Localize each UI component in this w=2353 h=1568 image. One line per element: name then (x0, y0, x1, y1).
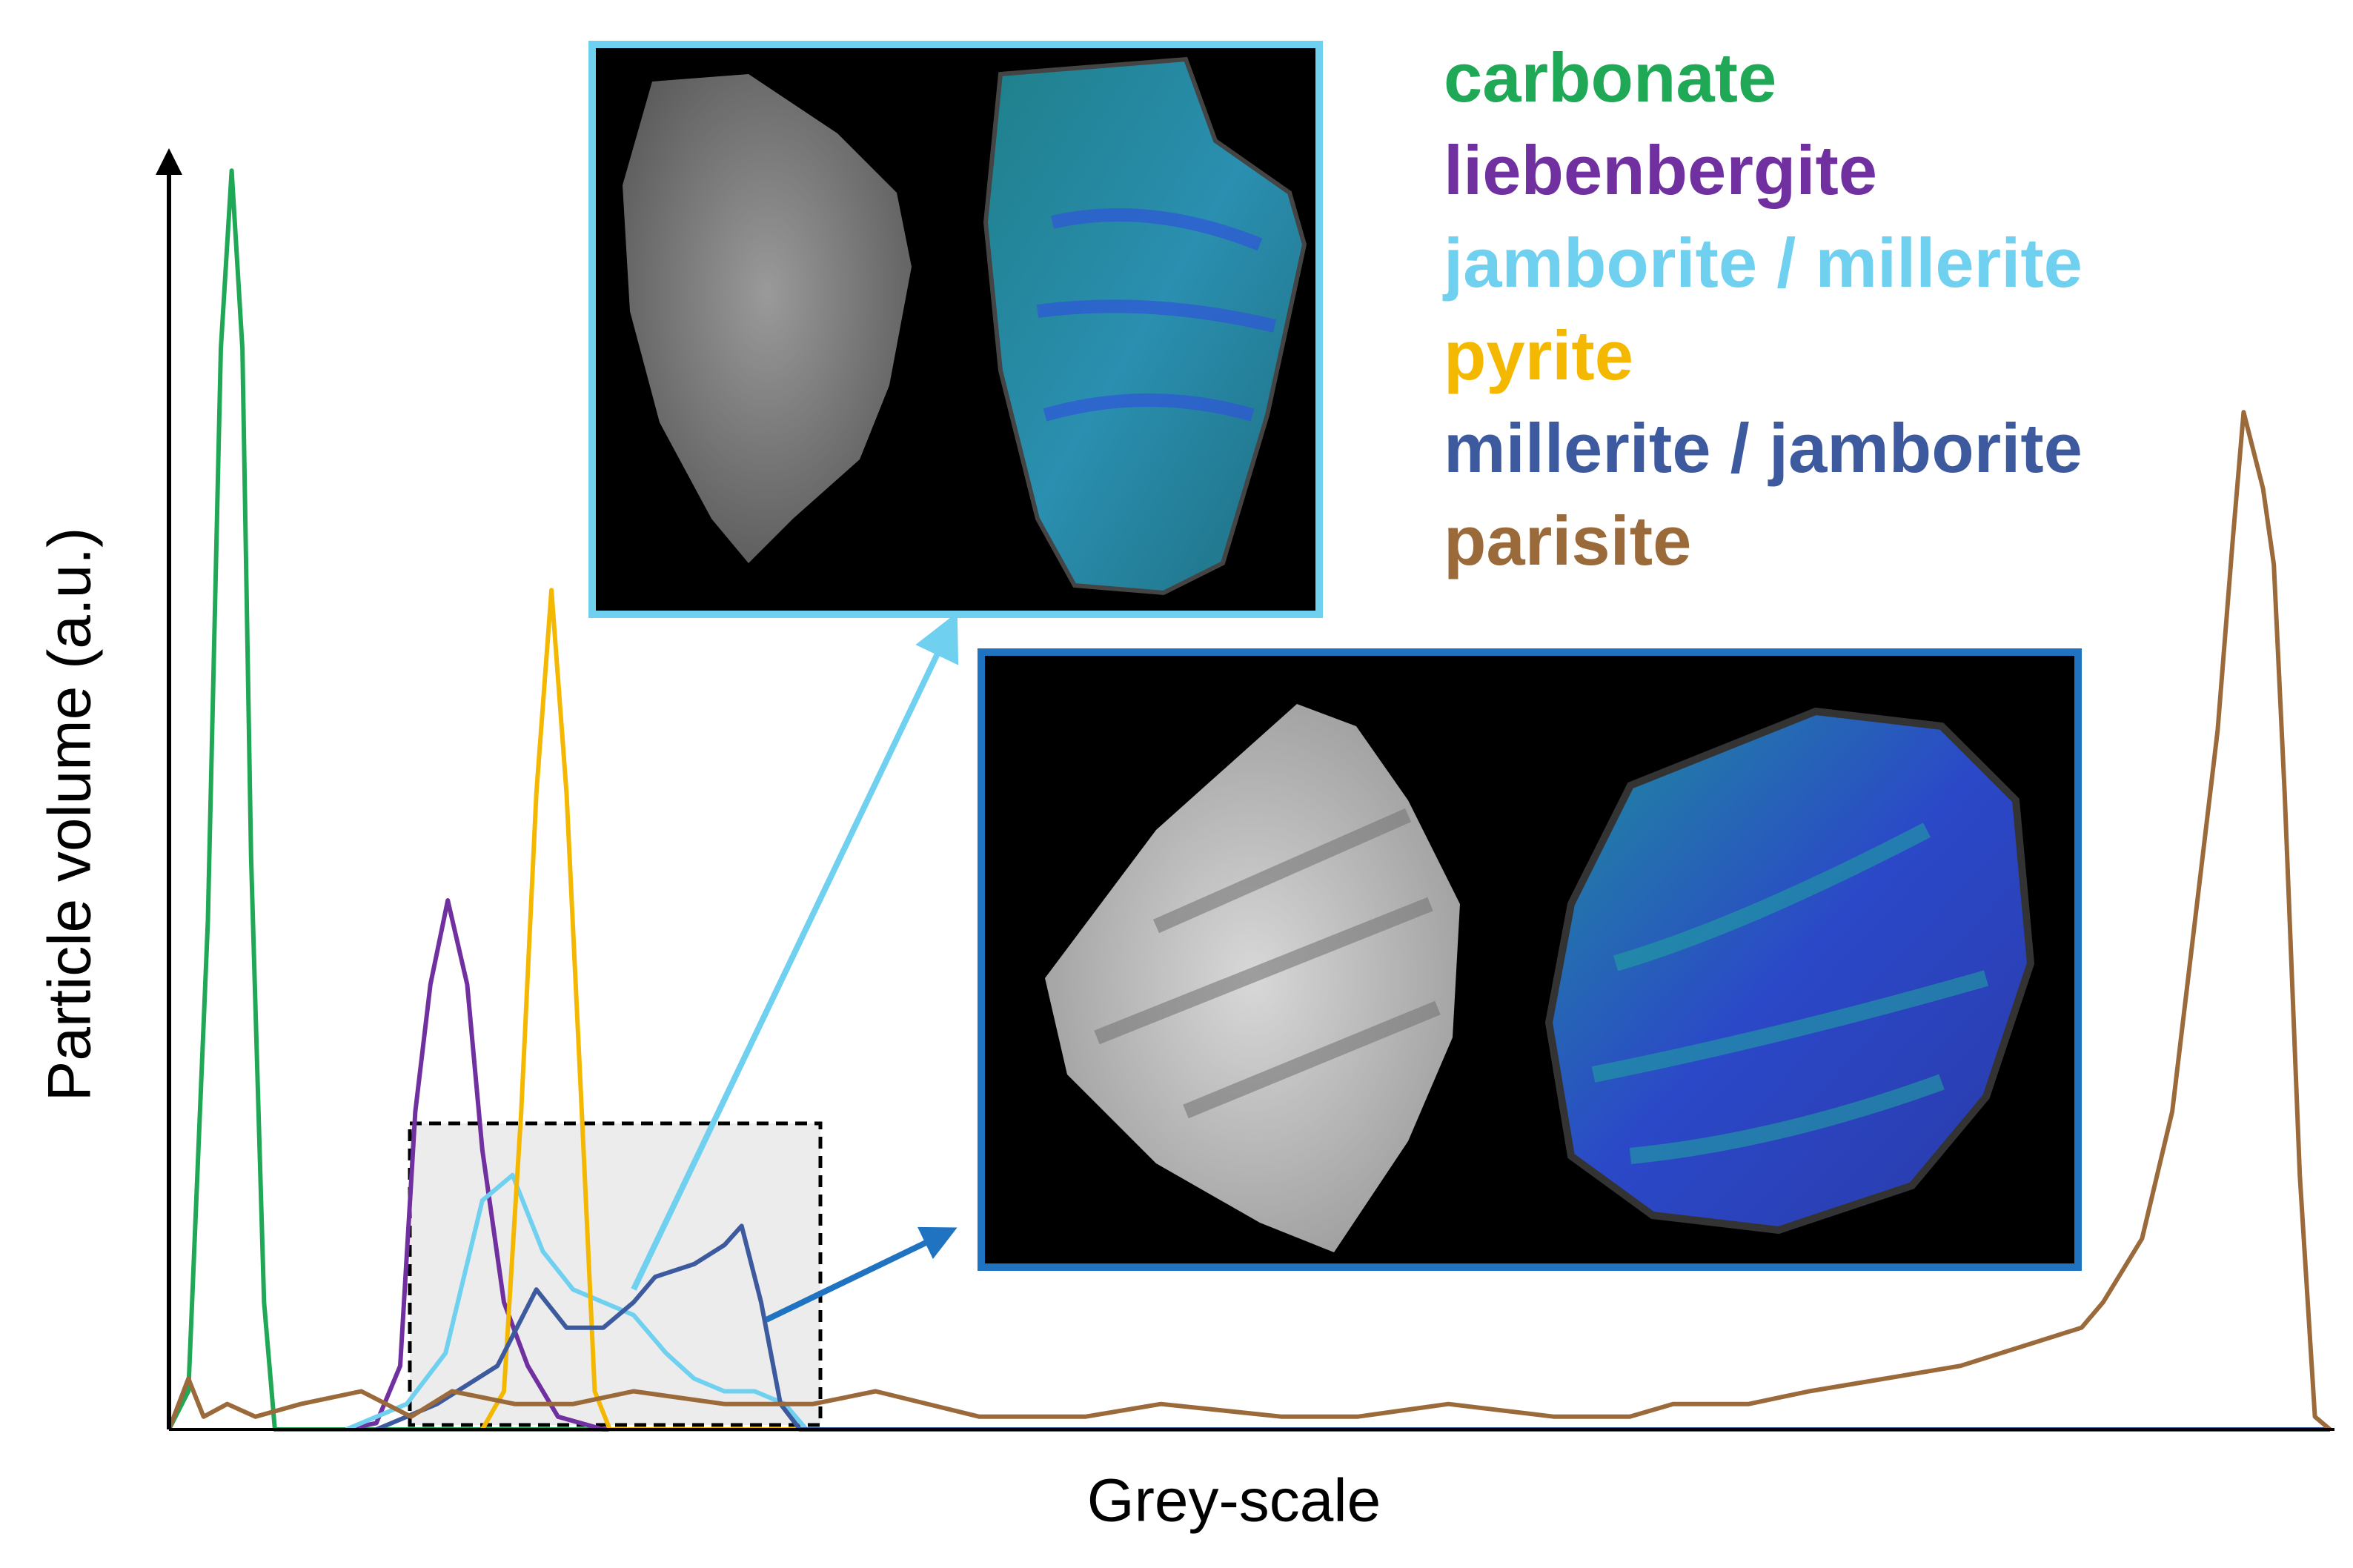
legend-entry: jamborite / millerite (1442, 224, 2082, 302)
series-line (375, 1223, 2330, 1432)
x-axis-label: Grey-scale (1087, 1467, 1381, 1535)
series-line (480, 588, 2330, 1432)
lines (167, 168, 2332, 1432)
particle-render (983, 56, 1307, 596)
axes (156, 148, 2334, 1431)
particle-grey (623, 74, 912, 563)
arrow (765, 1226, 958, 1323)
legend-entry: parisite (1444, 502, 1691, 579)
inset-image (978, 648, 2082, 1271)
legend-entry: liebenbergite (1444, 131, 1877, 209)
series-line (345, 898, 2330, 1432)
legend-entry: carbonate (1444, 39, 1776, 116)
legend: carbonate liebenbergite jamborite / miller… (1442, 39, 2082, 579)
series-line (167, 168, 634, 1432)
particle-texture (1094, 808, 1441, 1119)
series-line (345, 1172, 2330, 1432)
arrow (631, 612, 959, 1291)
y-axis-label: Particle volume (a.u.) (36, 528, 104, 1102)
series-line (167, 410, 2332, 1432)
legend-entry: millerite / jamborite (1444, 409, 2082, 487)
particle-texture (1591, 823, 1989, 1164)
inset-image (588, 41, 1323, 618)
legend-entry: pyrite (1444, 316, 1633, 394)
particle-texture (1036, 208, 1277, 422)
